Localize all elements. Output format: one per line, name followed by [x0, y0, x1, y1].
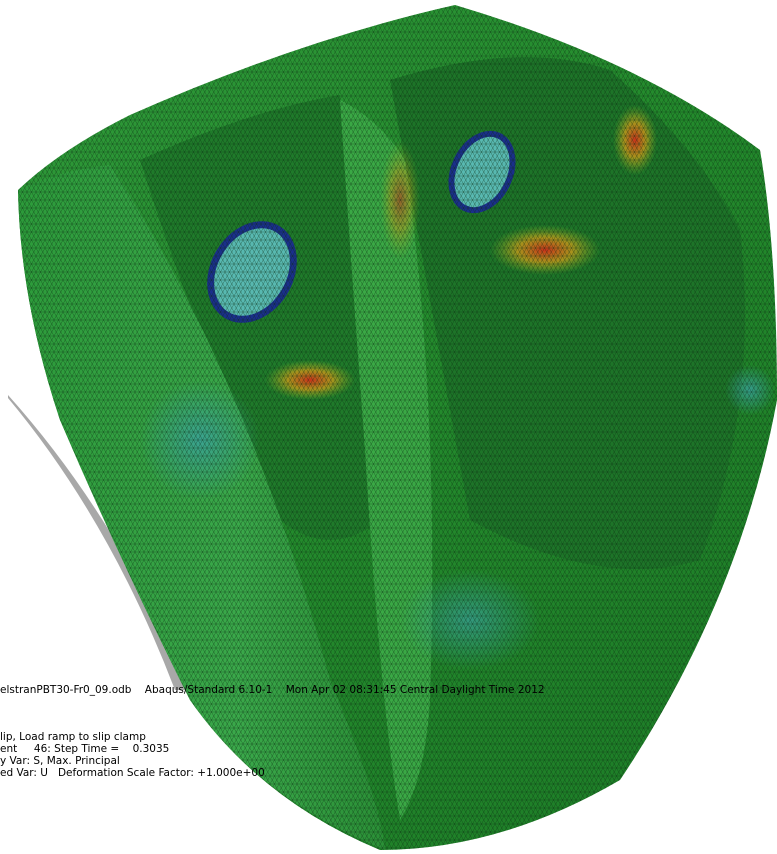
file-line: elstranPBT30-Fr0_09.odb Abaqus/Standard …: [0, 684, 545, 696]
status-line: ed Var: U Deformation Scale Factor: +1.0…: [0, 767, 265, 779]
status-line: y Var: S, Max. Principal: [0, 755, 120, 767]
model-render: [0, 0, 777, 854]
status-line: lip, Load ramp to slip clamp: [0, 731, 146, 743]
mesh: [18, 5, 777, 850]
status-line: ent 46: Step Time = 0.3035: [0, 743, 169, 755]
viewport: elstranPBT30-Fr0_09.odb Abaqus/Standard …: [0, 0, 777, 854]
